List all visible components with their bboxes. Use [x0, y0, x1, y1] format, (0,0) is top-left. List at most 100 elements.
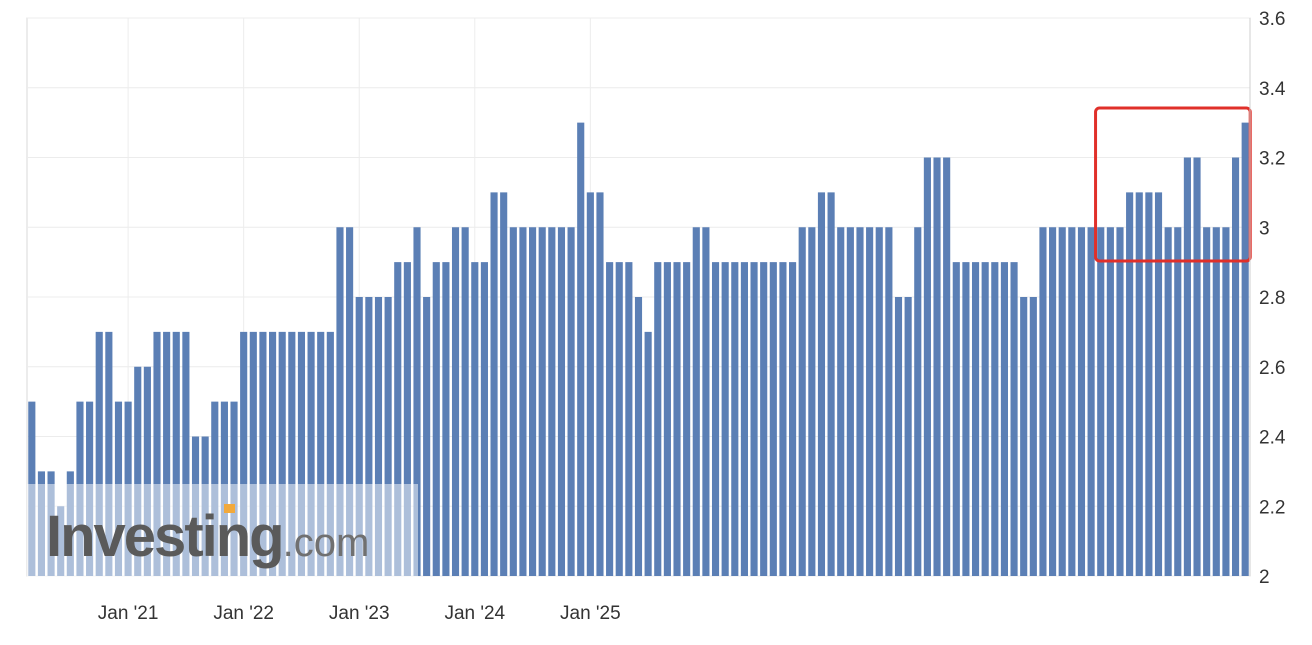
bar — [529, 227, 537, 576]
bar — [1029, 297, 1037, 576]
bar — [1097, 227, 1105, 576]
bar — [1077, 227, 1086, 576]
bar — [827, 192, 835, 576]
x-tick-label: Jan '24 — [444, 603, 505, 624]
bar — [1000, 262, 1009, 576]
bar — [1231, 157, 1240, 576]
bar — [1106, 227, 1114, 576]
bar — [1183, 157, 1191, 576]
bar — [769, 262, 777, 576]
x-tick-label: Jan '25 — [560, 603, 621, 624]
bar — [442, 262, 450, 576]
bar — [952, 262, 960, 576]
bar — [789, 262, 797, 576]
bar — [625, 262, 633, 576]
bar — [500, 192, 508, 576]
bar — [403, 262, 411, 576]
watermark-brand: Investing.com — [46, 504, 369, 569]
bar — [1058, 227, 1066, 576]
x-tick-label: Jan '23 — [329, 603, 390, 624]
y-tick-label: 3 — [1259, 218, 1270, 239]
bar — [538, 227, 546, 576]
bar — [885, 227, 893, 576]
y-tick-label: 3.2 — [1259, 149, 1285, 170]
bar — [1049, 227, 1057, 576]
bar — [1241, 122, 1249, 576]
bar — [461, 227, 469, 576]
bar — [596, 192, 604, 576]
y-tick-label: 2.8 — [1259, 288, 1285, 309]
y-tick-label: 3.4 — [1259, 79, 1286, 100]
bar — [153, 331, 161, 576]
bar — [567, 227, 575, 576]
bar — [278, 331, 286, 576]
bar — [1154, 192, 1163, 576]
bar — [644, 331, 652, 576]
bar — [1222, 227, 1230, 576]
bar — [249, 331, 257, 576]
bar — [683, 262, 691, 576]
watermark-suffix: .com — [283, 521, 370, 565]
bar — [172, 331, 180, 576]
bar — [837, 227, 845, 576]
bar — [856, 227, 864, 576]
bar — [692, 227, 700, 576]
bar — [606, 262, 614, 576]
y-tick-label: 2.2 — [1259, 497, 1285, 518]
bar — [509, 227, 517, 576]
investing-watermark: Investing.com — [27, 484, 418, 577]
bar — [750, 262, 758, 576]
bar — [817, 192, 826, 576]
bar — [894, 297, 903, 576]
bar — [1135, 192, 1143, 576]
bar — [268, 331, 277, 576]
bar — [374, 297, 383, 576]
bar — [1020, 297, 1028, 576]
watermark-brand-text: Investing — [46, 504, 283, 569]
watermark-accent-icon — [224, 504, 235, 513]
bar — [760, 262, 768, 576]
bar — [914, 227, 922, 576]
bar — [586, 192, 594, 576]
bar — [384, 297, 392, 576]
bar — [134, 366, 142, 576]
bar — [943, 157, 951, 576]
bar — [1193, 157, 1201, 576]
bar — [240, 331, 248, 576]
bar — [365, 297, 373, 576]
bar — [1145, 192, 1153, 576]
bar — [634, 297, 643, 576]
x-tick-label: Jan '21 — [98, 603, 159, 624]
bar — [711, 262, 720, 576]
watermark-backdrop — [27, 484, 418, 577]
y-tick-label: 2.6 — [1259, 358, 1285, 379]
bar — [1164, 227, 1172, 576]
bar — [259, 331, 267, 576]
axes: 2 2.2 2.4 2.6 2.8 3 3.2 3.4 3.6 Jan '21 Jan '22 Jan… — [98, 9, 1286, 624]
bar — [731, 262, 739, 576]
bar — [355, 297, 363, 576]
bar — [480, 262, 488, 576]
bar — [471, 262, 479, 576]
bar — [1068, 227, 1076, 576]
bar — [490, 192, 498, 576]
bar — [1116, 227, 1124, 576]
bar — [654, 262, 662, 576]
bar — [808, 227, 816, 576]
bar — [866, 227, 874, 576]
bar — [991, 262, 999, 576]
bar — [923, 157, 931, 576]
bar — [336, 227, 344, 576]
bar — [933, 157, 941, 576]
bar — [663, 262, 671, 576]
bar — [557, 227, 566, 576]
bar — [740, 262, 748, 576]
bar — [326, 331, 334, 576]
bar — [394, 262, 402, 576]
bar — [423, 297, 431, 576]
bar — [577, 122, 585, 576]
bar — [1212, 227, 1220, 576]
bar — [673, 262, 681, 576]
bar — [971, 262, 980, 576]
